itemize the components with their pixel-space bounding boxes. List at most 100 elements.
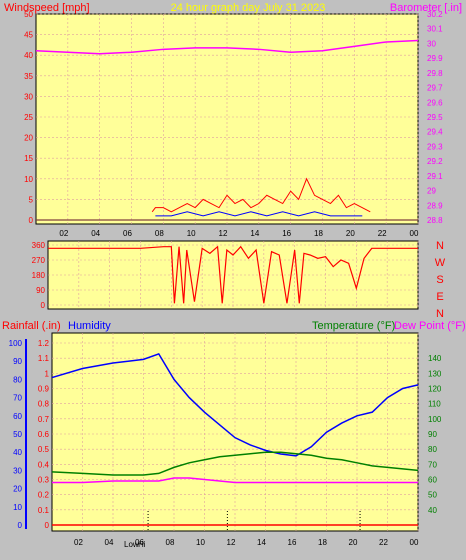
high-marker-label: Hi (138, 540, 146, 549)
temp-x-tick: 18 (318, 538, 327, 547)
barometer-y-tick: 30.1 (427, 25, 443, 34)
rain-y-tick: 0.2 (38, 491, 50, 500)
humidity-y-tick: 0 (18, 521, 23, 530)
humidity-y-tick: 30 (13, 466, 22, 475)
humidity-y-tick: 90 (13, 357, 22, 366)
wind-y-tick: 40 (24, 51, 33, 60)
rain-y-tick: 1.2 (38, 339, 50, 348)
barometer-y-tick: 29.3 (427, 142, 443, 151)
humidity-label: Humidity (68, 320, 111, 332)
temperature-y-tick: 140 (428, 354, 442, 363)
temp-x-tick: 08 (166, 538, 175, 547)
compass-e: E (436, 291, 443, 303)
temp-x-tick: 06 (135, 538, 144, 547)
temperature-y-tick: 40 (428, 506, 437, 515)
wind-x-tick: 20 (346, 229, 355, 238)
wind-y-tick: 5 (29, 195, 34, 204)
rain-y-tick: 0.8 (38, 400, 50, 409)
chart-marks (35, 39, 419, 531)
barometer-y-tick: 28.8 (427, 216, 443, 225)
rain-y-tick: 0.4 (38, 460, 50, 469)
low-marker-label: Low (124, 540, 139, 549)
humidity-y-tick: 40 (13, 448, 22, 457)
axis-labels: 0510152025303540455028.828.92929.129.229… (9, 10, 443, 547)
wind-x-tick: 00 (410, 229, 419, 238)
barometer-y-tick: 29.1 (427, 172, 443, 181)
humidity-y-tick: 20 (13, 485, 22, 494)
rain-y-tick: 0.3 (38, 476, 50, 485)
direction-y-tick: 0 (41, 301, 46, 310)
temperature-y-tick: 100 (428, 415, 442, 424)
wind-y-tick: 20 (24, 134, 33, 143)
temperature-y-tick: 80 (428, 445, 437, 454)
barometer-y-tick: 29.9 (427, 54, 443, 63)
temperature-y-tick: 110 (428, 400, 441, 409)
barometer-y-tick: 30.2 (427, 10, 443, 19)
temp-x-tick: 10 (196, 538, 205, 547)
rain-y-tick: 0.9 (38, 385, 50, 394)
wind-x-tick: 22 (378, 229, 387, 238)
rain-y-tick: 0.5 (38, 445, 50, 454)
compass-n-bottom: N (436, 308, 444, 320)
direction-y-tick: 90 (36, 286, 45, 295)
humidity-y-tick: 50 (13, 430, 22, 439)
direction-y-tick: 180 (32, 271, 46, 280)
wind-x-tick: 04 (91, 229, 100, 238)
temperature-y-tick: 50 (428, 491, 437, 500)
wind-y-tick: 35 (24, 72, 33, 81)
rain-y-tick: 0 (45, 521, 50, 530)
temp-x-tick: 20 (349, 538, 358, 547)
wind-x-tick: 12 (219, 229, 228, 238)
wind-y-tick: 0 (29, 216, 34, 225)
rain-y-tick: 0.7 (38, 415, 50, 424)
gust-line (155, 211, 363, 217)
barometer-y-tick: 29.6 (427, 98, 443, 107)
barometer-y-tick: 29.7 (427, 84, 443, 93)
temp-x-tick: 22 (379, 538, 388, 547)
temperature-label: Temperature (°F) (312, 320, 395, 332)
wind-y-tick: 15 (24, 154, 33, 163)
temp-x-tick: 12 (227, 538, 236, 547)
wind-x-tick: 08 (155, 229, 164, 238)
graph-title: 24 hour graph day July 31 2023 (171, 2, 326, 14)
barometer-y-tick: 29.2 (427, 157, 443, 166)
direction-y-tick: 360 (32, 241, 46, 250)
direction-grid (48, 241, 419, 309)
temp-x-tick: 16 (288, 538, 297, 547)
compass-s: S (436, 274, 443, 286)
compass-n-top: N (436, 240, 444, 252)
windspeed-label: Windspeed [mph] (4, 2, 90, 14)
rainfall-label: Rainfall (.in) (2, 320, 61, 332)
temperature-y-tick: 60 (428, 476, 437, 485)
temperature-y-tick: 70 (428, 460, 437, 469)
humidity-y-tick: 70 (13, 394, 22, 403)
wind-y-tick: 30 (24, 92, 33, 101)
humidity-y-tick: 60 (13, 412, 22, 421)
dew-point-line (52, 477, 418, 484)
humidity-y-tick: 100 (9, 339, 23, 348)
barometer-y-tick: 29.5 (427, 113, 443, 122)
temperature-y-tick: 130 (428, 369, 442, 378)
temp-x-tick: 00 (410, 538, 419, 547)
wind-x-tick: 02 (59, 229, 68, 238)
wind-x-tick: 16 (282, 229, 291, 238)
temp-x-tick: 04 (105, 538, 114, 547)
rain-y-tick: 1.1 (38, 354, 50, 363)
temperature-y-tick: 120 (428, 385, 442, 394)
wind-grid (36, 13, 419, 224)
windspeed-line (151, 177, 371, 213)
wind-y-tick: 45 (24, 31, 33, 40)
wind-x-tick: 18 (314, 229, 323, 238)
rain-y-tick: 0.6 (38, 430, 50, 439)
humidity-y-tick: 80 (13, 375, 22, 384)
temp-x-tick: 14 (257, 538, 266, 547)
wind-y-tick: 10 (24, 175, 33, 184)
compass-w: W (435, 257, 446, 269)
barometer-line (35, 39, 419, 55)
dewpoint-label: Dew Point (°F) (394, 320, 466, 332)
wind-x-tick: 06 (123, 229, 132, 238)
barometer-y-tick: 29.4 (427, 128, 443, 137)
wind-x-tick: 14 (250, 229, 259, 238)
